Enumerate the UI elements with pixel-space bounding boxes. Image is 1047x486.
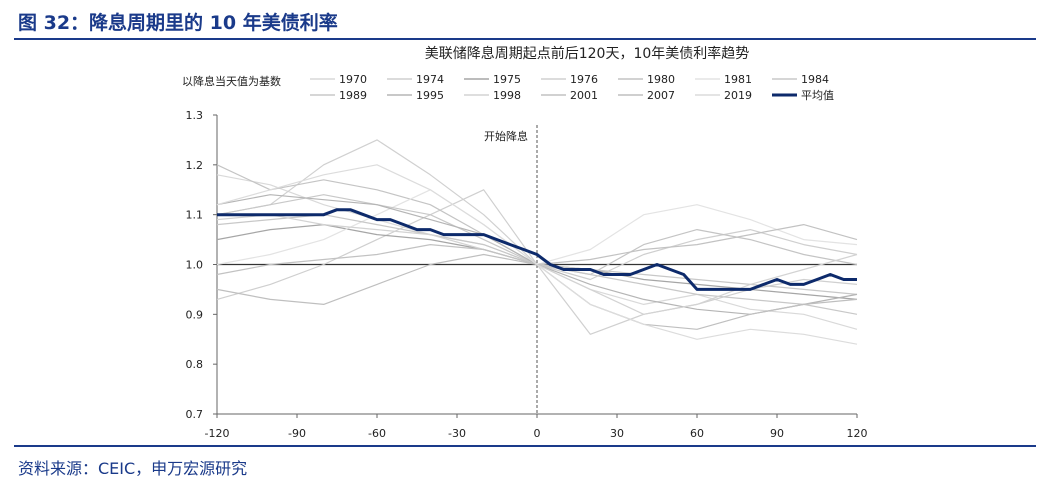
legend-label: 平均值 — [801, 89, 834, 102]
legend-label: 1975 — [493, 73, 521, 86]
annotation-start-cut: 开始降息 — [484, 129, 528, 143]
y-tick-label: 1.0 — [186, 259, 204, 272]
y-tick-label: 1.2 — [186, 159, 204, 172]
series-line-2019 — [216, 164, 858, 345]
x-tick-label: 0 — [534, 427, 541, 440]
legend-label: 1974 — [416, 73, 444, 86]
legend-label: 1984 — [801, 73, 829, 86]
x-tick-label: 120 — [847, 427, 868, 440]
legend-label: 1989 — [339, 89, 367, 102]
x-tick-label: 90 — [770, 427, 784, 440]
y-tick-label: 1.1 — [186, 209, 204, 222]
legend-label: 1976 — [570, 73, 598, 86]
x-tick-label: -90 — [288, 427, 306, 440]
chart-title: 美联储降息周期起点前后120天，10年美债利率趋势 — [425, 45, 750, 62]
y-tick-label: 1.3 — [186, 109, 204, 122]
bottom-rule — [14, 445, 1036, 447]
chart: 美联储降息周期起点前后120天，10年美债利率趋势 以降息当天值为基数 1970… — [182, 45, 868, 440]
plot-area: 0.7 0.8 0.9 1.0 1.1 1.2 1.3 -120 -90 -60 -30 0 30 60 9… — [186, 109, 868, 440]
top-rule — [14, 38, 1036, 40]
source-note: 资料来源：CEIC，申万宏源研究 — [18, 459, 248, 478]
y-tick-label: 0.8 — [186, 358, 204, 371]
series-lines — [216, 139, 858, 345]
legend-label: 2001 — [570, 89, 598, 102]
legend-label: 1981 — [724, 73, 752, 86]
x-tick-label: -120 — [205, 427, 230, 440]
series-line-average — [217, 208, 857, 291]
legend: 1970 1974 1975 1976 1980 1981 1984 1989 1995 1998… — [310, 73, 834, 102]
y-tick-label: 0.9 — [186, 308, 204, 321]
x-tick-label: 30 — [610, 427, 624, 440]
legend-label: 1995 — [416, 89, 444, 102]
legend-caption: 以降息当天值为基数 — [182, 74, 281, 88]
x-tick-label: -30 — [448, 427, 466, 440]
y-tick-label: 0.7 — [186, 408, 204, 421]
x-tick-label: -60 — [368, 427, 386, 440]
x-tick-label: 60 — [690, 427, 704, 440]
legend-label: 2019 — [724, 89, 752, 102]
figure-title: 图 32：降息周期里的 10 年美债利率 — [18, 12, 338, 34]
legend-label: 1998 — [493, 89, 521, 102]
legend-label: 1970 — [339, 73, 367, 86]
legend-label: 1980 — [647, 73, 675, 86]
legend-label: 2007 — [647, 89, 675, 102]
